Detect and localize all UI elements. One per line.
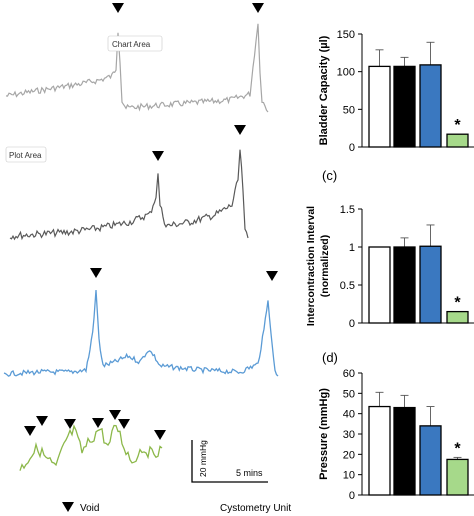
scale-bar-vertical-label: 20 mmHg (198, 440, 208, 477)
void-marker (252, 3, 264, 13)
scale-bar-horizontal-label: 5 mins (236, 468, 263, 478)
y-tick-label: 0 (349, 318, 355, 330)
trace-line-1 (5, 23, 269, 113)
void-marker (109, 410, 121, 420)
pressure-chart: (d) Pressure (mmHg) 0 10 20 30 40 50 60 * (318, 350, 474, 502)
y-tick-label: 150 (337, 29, 355, 41)
chart-area-tag: Chart Area (107, 35, 163, 52)
y-axis-label: Intercontraction Interval (305, 206, 317, 326)
bar (393, 246, 416, 324)
y-tick-label: 30 (343, 429, 355, 441)
significance-marker: * (454, 295, 461, 312)
y-axis-label: Pressure (mmHg) (318, 388, 330, 480)
bladder-capacity-chart: Bladder Capacity (µl) 0 50 100 150 * (318, 29, 474, 154)
void-marker (266, 271, 278, 281)
bar (393, 406, 416, 496)
intercontraction-interval-chart: (c) Intercontraction Interval (normalized)… (305, 168, 474, 330)
bar (368, 65, 391, 148)
void-marker (64, 419, 76, 429)
void-marker (234, 125, 246, 135)
void-marker (36, 416, 48, 426)
plot-area-tag-text: Plot Area (9, 151, 42, 160)
bar (446, 310, 469, 324)
cystometry-traces: Chart Area Plot Area 20 mmHg 5 mins Void… (3, 3, 291, 514)
void-marker (24, 426, 36, 436)
bar (419, 64, 442, 148)
bar (446, 458, 469, 496)
bar (446, 133, 469, 148)
y-tick-label: 20 (343, 449, 355, 461)
panel-label: (d) (322, 350, 338, 365)
void-markers (24, 3, 278, 440)
bar (419, 425, 442, 496)
y-tick-label: 1 (349, 242, 355, 254)
scale-bar-lines (191, 440, 268, 483)
void-marker (92, 418, 104, 428)
void-marker (154, 430, 166, 440)
scale-bar: 20 mmHg 5 mins (191, 440, 268, 483)
y-tick-label: 0 (349, 490, 355, 502)
chart-area-tag-text: Chart Area (112, 40, 151, 49)
y-tick-label: 0 (349, 142, 355, 154)
void-legend-label: Void (80, 503, 99, 514)
void-marker (90, 268, 102, 278)
void-marker (112, 3, 124, 13)
void-marker (118, 419, 130, 429)
trace-line-2 (9, 149, 249, 241)
bar (368, 405, 391, 496)
significance-marker: * (454, 440, 461, 457)
void-marker (152, 151, 164, 161)
bar (368, 246, 391, 324)
void-legend-marker (62, 502, 74, 512)
plot-area-tag: Plot Area (5, 146, 47, 163)
bar (419, 245, 442, 324)
y-tick-label: 0.5 (340, 280, 355, 292)
significance-marker: * (454, 117, 461, 134)
void-legend: Void Cystometry Unit (62, 502, 291, 514)
bar (393, 65, 416, 148)
cystometry-unit-label: Cystometry Unit (220, 503, 291, 514)
y-tick-label: 50 (343, 388, 355, 400)
y-tick-label: 1.5 (340, 204, 355, 216)
y-axis-label-unit: (normalized) (319, 235, 331, 297)
trace-line-3 (3, 289, 279, 377)
y-axis-label: Bladder Capacity (µl) (318, 35, 330, 145)
trace-line-4 (19, 424, 163, 471)
y-tick-label: 10 (343, 470, 355, 482)
y-tick-label: 60 (343, 368, 355, 380)
y-tick-label: 100 (337, 67, 355, 79)
y-tick-label: 40 (343, 409, 355, 421)
y-tick-label: 50 (343, 104, 355, 116)
panel-label: (c) (322, 168, 337, 183)
